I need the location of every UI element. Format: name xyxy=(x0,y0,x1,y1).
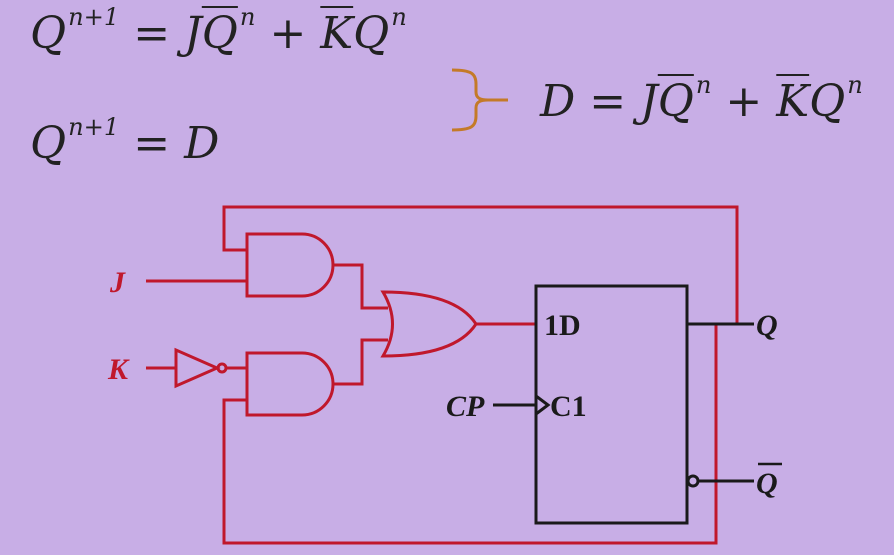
eq3-q-sup: n xyxy=(847,71,863,100)
eq3-lhs: D = J xyxy=(540,76,658,127)
eq1-q: Q xyxy=(353,8,390,59)
eq1-lhs: Q xyxy=(30,8,67,59)
and-gate-upper xyxy=(245,232,335,298)
eq2-rhs: = D xyxy=(119,118,220,169)
eq2-lhs: Q xyxy=(30,118,67,169)
curly-brace xyxy=(451,68,489,132)
inverter-gate xyxy=(174,347,221,389)
eq1-plus: + xyxy=(255,8,321,59)
eq3-kbar: K xyxy=(776,76,810,127)
qbar-bubble xyxy=(686,474,700,488)
eq3-q: Q xyxy=(809,76,846,127)
eq1-eq: = J xyxy=(119,8,202,59)
eq1-q-sup: n xyxy=(391,3,407,32)
eq3-plus: + xyxy=(711,76,777,127)
eq1-lhs-sup: n+1 xyxy=(68,3,120,32)
eq3-qbar-sup: n xyxy=(695,71,712,100)
eq2-lhs-sup: n+1 xyxy=(68,113,120,142)
eq3-qbar: Q xyxy=(657,76,694,127)
input-j-label: J xyxy=(109,266,126,299)
output-q-label: Q xyxy=(756,309,778,342)
equation-jk: Qn+1 = JQn + KQn xyxy=(30,3,407,59)
equation-d: Qn+1 = D xyxy=(30,113,220,169)
clock-label: CP xyxy=(446,390,485,423)
clock-triangle xyxy=(535,394,551,416)
eq1-qbar: Q xyxy=(201,8,238,59)
output-qbar-label: Q xyxy=(756,467,778,500)
input-k-label: K xyxy=(107,353,130,386)
inverter-bubble xyxy=(216,362,228,374)
or-gate xyxy=(380,290,478,358)
and-lower-to-or-wire xyxy=(333,338,388,386)
and-gate-lower xyxy=(245,351,335,417)
eq1-qbar-sup: n xyxy=(239,3,256,32)
eq1-kbar: K xyxy=(320,8,354,59)
pin-d-label: 1D xyxy=(544,309,581,342)
equation-derived: D = JQn + KQn xyxy=(540,71,863,127)
feedback-wire-qbar xyxy=(222,324,718,545)
pin-c-label: C1 xyxy=(550,390,587,423)
feedback-wire-q xyxy=(222,205,739,324)
and-upper-to-or-wire xyxy=(333,263,388,310)
